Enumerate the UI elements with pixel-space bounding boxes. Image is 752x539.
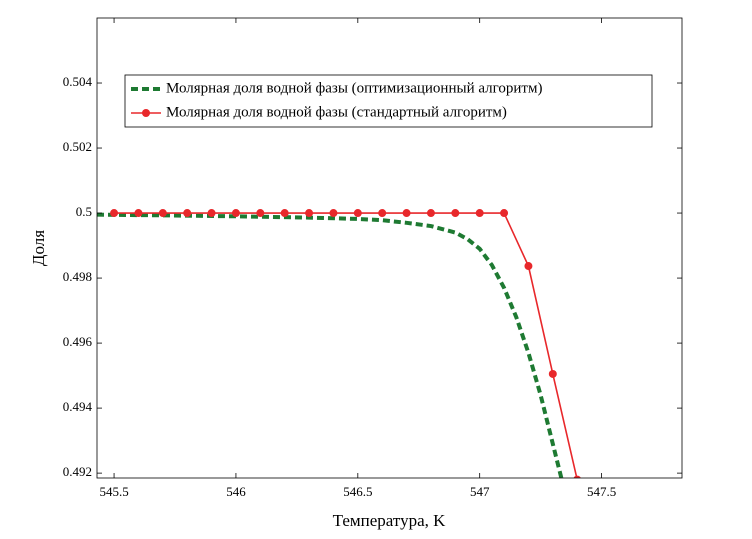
x-tick-label: 547.5 [587, 484, 616, 499]
point [426, 209, 435, 218]
point [305, 209, 314, 218]
point [231, 209, 240, 218]
point [183, 209, 192, 218]
legend-label: Молярная доля водной фазы (оптимизационн… [166, 80, 542, 96]
point [451, 209, 460, 218]
x-tick-label: 546 [226, 484, 246, 499]
y-axis-label: Доля [29, 230, 48, 266]
point [378, 209, 387, 218]
y-tick-label: 0.5 [76, 204, 92, 219]
x-axis-label: Температура, K [333, 511, 447, 530]
y-tick-label: 0.498 [63, 269, 92, 284]
x-tick-label: 546.5 [343, 484, 372, 499]
x-tick-label: 547 [470, 484, 490, 499]
y-tick-label: 0.496 [63, 334, 93, 349]
point [158, 209, 167, 218]
y-tick-label: 0.494 [63, 399, 93, 414]
point [353, 209, 362, 218]
line [114, 212, 578, 478]
point [256, 209, 265, 218]
legend-label: Молярная доля водной фазы (стандартный а… [166, 104, 507, 120]
point [207, 209, 216, 218]
plot-frame [96, 17, 683, 479]
point [134, 209, 143, 218]
point [548, 369, 557, 378]
point [280, 209, 289, 218]
y-tick-label: 0.502 [63, 139, 92, 154]
legend: Молярная доля водной фазы (оптимизационн… [124, 74, 653, 128]
point [500, 209, 509, 218]
point [402, 209, 411, 218]
point [524, 262, 533, 271]
point [573, 475, 581, 478]
x-tick-label: 545.5 [99, 484, 128, 499]
point [329, 209, 338, 218]
point [475, 209, 484, 218]
y-tick-label: 0.492 [63, 464, 92, 479]
legend-box [124, 74, 653, 128]
legend-marker [142, 109, 150, 117]
line [97, 212, 564, 478]
point [110, 209, 119, 218]
y-tick-label: 0.504 [63, 74, 93, 89]
